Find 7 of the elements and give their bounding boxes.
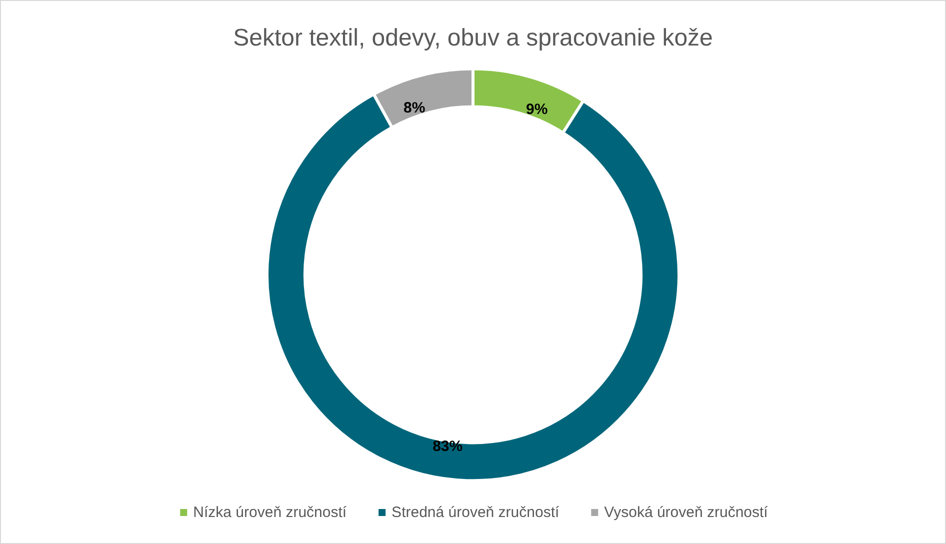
data-label: 83%: [432, 438, 463, 456]
legend-label: Vysoká úroveň zručností: [604, 504, 769, 521]
legend-label: Nízka úroveň zručností: [193, 504, 348, 521]
data-label: 9%: [526, 101, 548, 118]
legend-label: Stredná úroveň zručností: [392, 504, 560, 521]
data-label: 8%: [404, 100, 426, 117]
chart-title: Sektor textil, odevy, obuv a spracovanie kože: [233, 24, 713, 52]
